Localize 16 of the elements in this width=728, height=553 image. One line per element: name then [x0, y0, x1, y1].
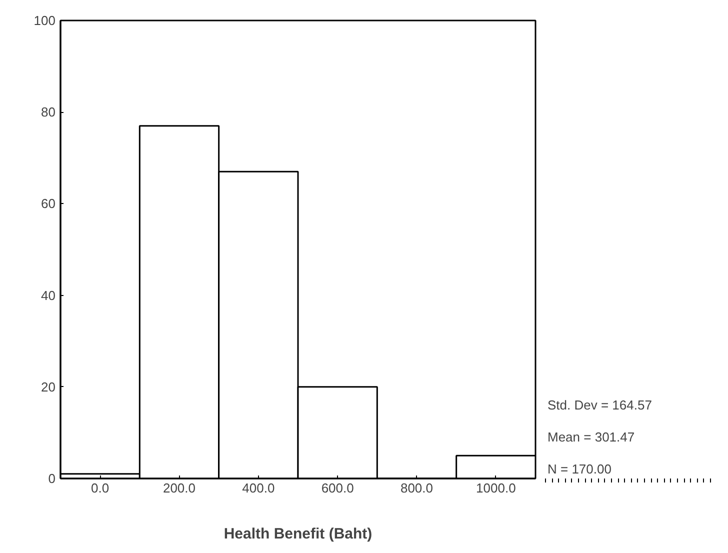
- y-tick-label: 60: [41, 196, 56, 212]
- x-tick-label: 600.0: [321, 480, 354, 496]
- y-tick-label: 100: [34, 13, 56, 28]
- text: Mean = 301.47: [548, 430, 635, 444]
- x-tick-label: 0.0: [91, 480, 110, 496]
- text: Std. Dev = 164.57: [548, 398, 652, 412]
- x-tick-label: 800.0: [400, 480, 434, 496]
- text: N = 170.00: [548, 462, 612, 476]
- x-tick-label: 1000.0: [476, 480, 516, 496]
- x-tick-label: 200.0: [162, 480, 196, 496]
- x-tick-label: 400.0: [242, 480, 275, 496]
- y-tick-label: 40: [41, 288, 56, 303]
- x-axis-title: Health Benefit (Baht): [224, 526, 372, 542]
- y-tick-label: 0: [48, 471, 56, 486]
- y-tick-label: 20: [41, 379, 56, 394]
- y-tick-label: 80: [41, 104, 56, 120]
